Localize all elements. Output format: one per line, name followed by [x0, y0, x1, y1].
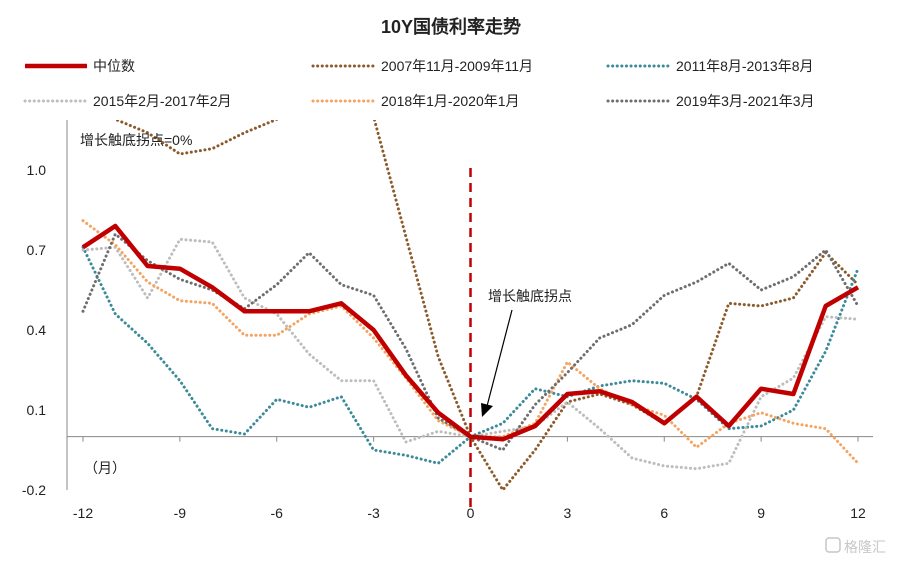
inflection-note: 增长触底拐点=0%	[80, 132, 192, 148]
x-tick-label: 3	[563, 505, 571, 521]
x-tick-label: 9	[757, 505, 765, 521]
y-tick-label: -0.2	[22, 482, 46, 498]
x-tick-label: 12	[850, 505, 866, 521]
y-tick-label: 0.7	[27, 242, 47, 258]
legend-item-0: 中位数	[25, 58, 135, 74]
legend-label: 中位数	[93, 58, 135, 74]
legend-item-4: 2018年1月-2020年1月	[311, 93, 520, 109]
y-tick-label: 0.4	[27, 322, 47, 338]
series-layer	[81, 120, 860, 490]
legend-label: 2007年11月-2009年11月	[381, 58, 533, 74]
axes: 1.0 0.7 0.4 0.1 -0.2 -12 -9 -6 -3 0 3 6 9 12 （月）	[22, 120, 873, 521]
legend-item-3: 2015年2月-2017年2月	[23, 93, 232, 109]
x-tick-label: -12	[73, 505, 93, 521]
legend-label: 2019年3月-2021年3月	[676, 93, 815, 109]
annotations: 增长触底拐点=0% 增长触底拐点	[80, 132, 572, 417]
legend-item-5: 2019年3月-2021年3月	[606, 93, 815, 109]
series-line-3	[81, 237, 860, 471]
series-line-0	[81, 223, 860, 442]
chart-title: 10Y国债利率走势	[381, 16, 521, 37]
y-tick-label: 1.0	[27, 162, 47, 178]
y-tick-label: 0.1	[27, 402, 47, 418]
watermark-text: 格隆汇	[844, 539, 886, 555]
inflection-arrow-label: 增长触底拐点	[488, 288, 572, 304]
legend-label: 2011年8月-2013年8月	[676, 58, 813, 74]
legend-label: 2018年1月-2020年1月	[381, 93, 520, 109]
inflection-arrow-line	[485, 309, 513, 411]
x-unit-label: （月）	[84, 460, 126, 476]
legend: 中位数 2007年11月-2009年11月 2011年8月-2013年8月 2015年…	[23, 58, 815, 109]
x-tick-label: -9	[174, 505, 187, 521]
inflection-arrow-head	[481, 403, 493, 417]
watermark: 格隆汇	[825, 537, 886, 555]
x-tick-label: 6	[660, 505, 668, 521]
x-tick-label: 0	[467, 505, 475, 521]
legend-item-1: 2007年11月-2009年11月	[311, 58, 533, 74]
legend-item-2: 2011年8月-2013年8月	[606, 58, 813, 74]
x-tick-label: -6	[271, 505, 284, 521]
x-tick-label: -3	[367, 505, 380, 521]
legend-label: 2015年2月-2017年2月	[93, 93, 232, 109]
watermark-logo-icon	[825, 537, 841, 553]
